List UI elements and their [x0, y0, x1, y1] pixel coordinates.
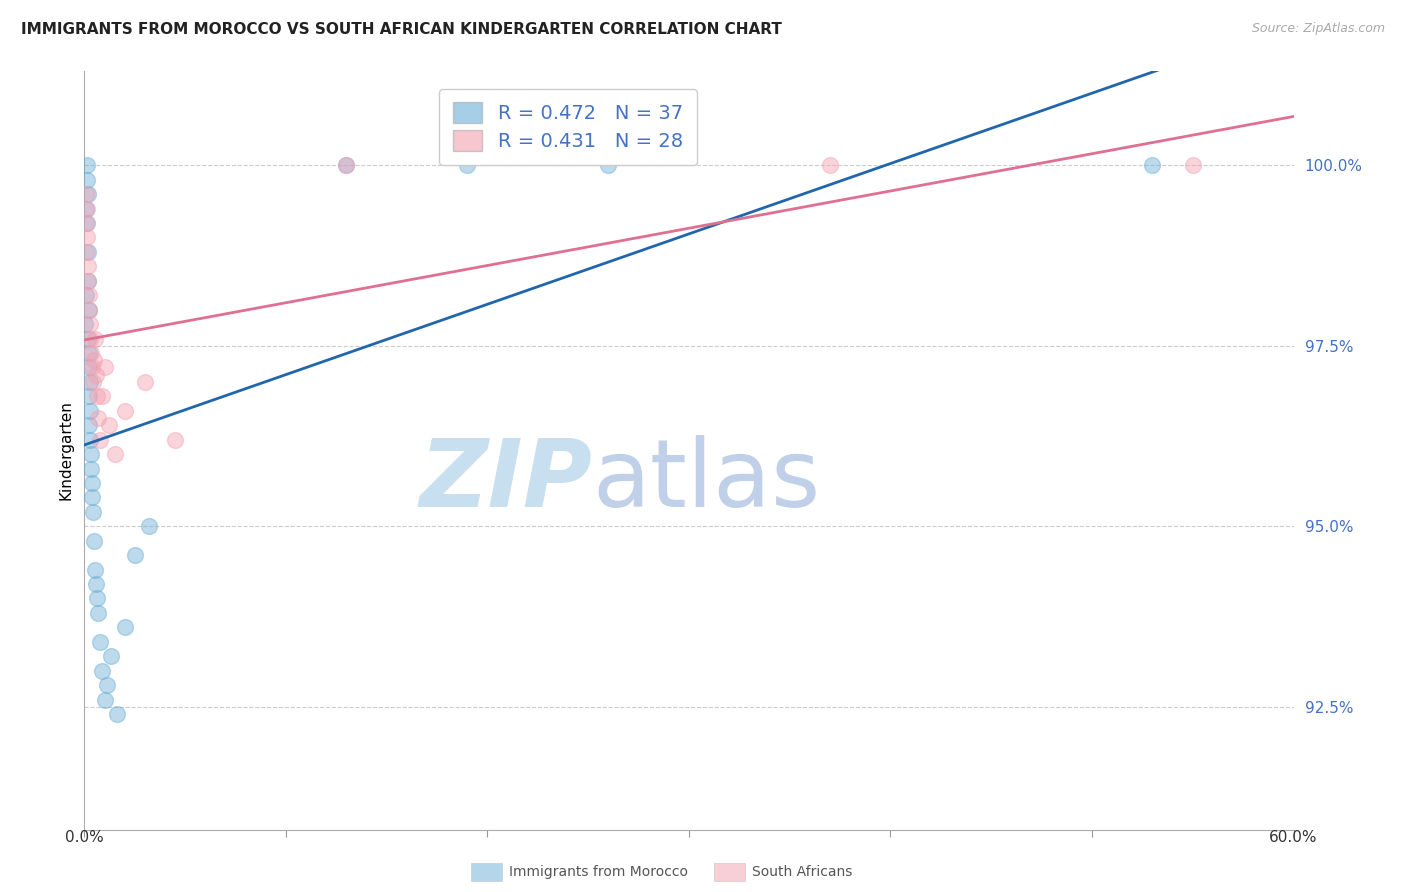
Point: [75, 288, 97, 302]
Point: [80, 346, 103, 360]
Point: [82, 360, 104, 375]
Point: [77, 288, 100, 302]
Point: [104, 447, 127, 461]
Point: [80, 461, 103, 475]
Point: [86, 577, 108, 591]
Point: [1181, 158, 1204, 172]
Text: ZIP: ZIP: [419, 434, 592, 527]
Point: [79, 433, 101, 447]
Point: [80, 491, 103, 505]
Point: [100, 649, 122, 664]
Point: [84, 563, 107, 577]
Point: [598, 158, 620, 172]
Point: [75, 202, 97, 216]
Point: [818, 158, 841, 172]
Y-axis label: Kindergarten: Kindergarten: [58, 401, 73, 500]
Point: [87, 606, 110, 620]
Point: [138, 519, 160, 533]
Point: [77, 332, 100, 346]
Point: [1142, 158, 1164, 172]
Point: [97, 418, 120, 433]
Point: [79, 346, 101, 360]
Text: South Africans: South Africans: [752, 865, 852, 880]
Legend: R = 0.472   N = 37, R = 0.431   N = 28: R = 0.472 N = 37, R = 0.431 N = 28: [440, 88, 696, 165]
Point: [77, 187, 100, 202]
Point: [77, 244, 100, 259]
Text: 60.0%: 60.0%: [1270, 830, 1317, 845]
Point: [76, 230, 98, 244]
Point: [76, 202, 98, 216]
Point: [82, 505, 104, 519]
Point: [79, 317, 101, 331]
Point: [77, 274, 100, 288]
Point: [86, 591, 108, 606]
Point: [93, 360, 115, 375]
Point: [79, 403, 101, 417]
Point: [86, 368, 108, 382]
Point: [79, 418, 101, 433]
Point: [134, 375, 156, 389]
Text: Source: ZipAtlas.com: Source: ZipAtlas.com: [1251, 22, 1385, 36]
Point: [77, 360, 100, 375]
Point: [124, 548, 146, 562]
Point: [87, 411, 110, 425]
Point: [79, 389, 101, 403]
Point: [76, 216, 98, 230]
Point: [114, 620, 136, 634]
Point: [89, 635, 111, 649]
Point: [105, 706, 128, 721]
Point: [80, 447, 103, 461]
Point: [77, 260, 100, 274]
Point: [75, 216, 97, 230]
Point: [83, 533, 105, 548]
Point: [96, 678, 118, 692]
Text: atlas: atlas: [592, 434, 821, 527]
Point: [76, 158, 98, 172]
Point: [335, 158, 357, 172]
Point: [79, 302, 101, 317]
Point: [76, 172, 98, 186]
Point: [75, 317, 97, 331]
Point: [75, 187, 97, 202]
Point: [456, 158, 478, 172]
Point: [77, 302, 100, 317]
Point: [84, 332, 107, 346]
Point: [77, 274, 100, 288]
Point: [83, 353, 105, 368]
Text: Immigrants from Morocco: Immigrants from Morocco: [509, 865, 688, 880]
Point: [86, 389, 108, 403]
Text: IMMIGRANTS FROM MOROCCO VS SOUTH AFRICAN KINDERGARTEN CORRELATION CHART: IMMIGRANTS FROM MOROCCO VS SOUTH AFRICAN…: [21, 22, 782, 37]
Point: [89, 433, 111, 447]
Point: [165, 433, 187, 447]
Point: [91, 389, 114, 403]
Point: [75, 244, 97, 259]
Point: [93, 692, 115, 706]
Point: [79, 375, 101, 389]
Point: [114, 403, 136, 417]
Point: [82, 475, 104, 490]
Point: [79, 332, 101, 346]
Point: [91, 664, 114, 678]
Text: 0.0%: 0.0%: [65, 830, 104, 845]
Point: [335, 158, 357, 172]
Point: [82, 375, 104, 389]
